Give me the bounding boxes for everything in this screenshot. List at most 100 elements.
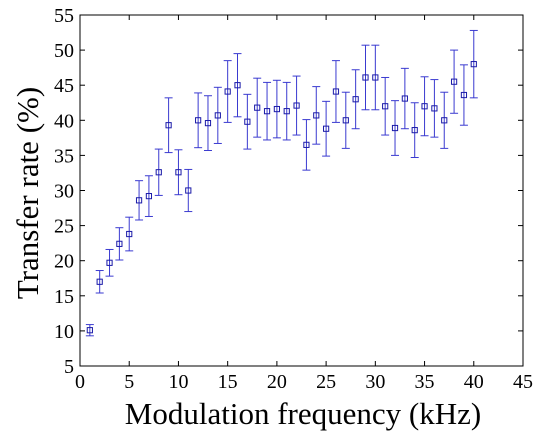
error-bar xyxy=(272,79,281,139)
data-point xyxy=(411,127,418,134)
x-tick-label: 10 xyxy=(168,371,188,393)
error-bar xyxy=(253,77,262,138)
error-bar xyxy=(223,60,232,123)
data-point xyxy=(234,82,241,89)
data-point xyxy=(214,112,221,119)
data-point xyxy=(460,91,468,99)
data-point xyxy=(135,197,143,204)
y-tick-label: 55 xyxy=(54,5,74,27)
error-bar xyxy=(115,227,124,261)
error-bar xyxy=(391,100,400,156)
data-point xyxy=(86,327,93,334)
data-point xyxy=(303,141,310,148)
data-point xyxy=(450,78,458,85)
error-bar xyxy=(243,93,252,150)
data-point xyxy=(106,259,113,266)
y-tick-label: 40 xyxy=(54,110,74,132)
error-bar xyxy=(400,67,409,130)
x-tick-label: 5 xyxy=(124,371,134,393)
error-bar xyxy=(194,92,203,149)
data-point xyxy=(273,105,280,113)
data-point xyxy=(441,117,448,124)
data-point xyxy=(352,96,359,103)
error-bar xyxy=(459,64,468,126)
y-axis-title: Transfer rate (%) xyxy=(10,87,45,299)
error-bar xyxy=(410,102,419,159)
data-point xyxy=(362,74,369,81)
data-points xyxy=(86,61,477,334)
y-tick-label: 50 xyxy=(54,40,74,62)
error-bar xyxy=(450,49,459,114)
data-point xyxy=(401,95,408,102)
data-point xyxy=(372,74,379,81)
data-point xyxy=(323,125,330,132)
data-point xyxy=(293,102,300,109)
error-bar xyxy=(105,248,114,277)
x-tick-label: 25 xyxy=(316,371,336,393)
error-bar xyxy=(85,324,94,337)
error-bar xyxy=(331,60,340,123)
error-bar xyxy=(282,81,291,141)
data-point xyxy=(431,105,438,112)
axes xyxy=(79,14,524,367)
data-point xyxy=(96,278,103,285)
data-point xyxy=(155,169,162,176)
y-tick-label: 45 xyxy=(54,75,74,97)
data-point xyxy=(391,124,399,132)
error-bar xyxy=(420,76,429,137)
error-bar xyxy=(213,86,222,144)
error-bar xyxy=(302,119,311,171)
data-point xyxy=(263,108,271,115)
x-axis-title: Modulation frequency (kHz) xyxy=(125,396,481,431)
y-tick-label: 25 xyxy=(54,216,74,238)
data-point xyxy=(421,103,428,110)
data-point xyxy=(175,169,182,176)
y-tick-label: 10 xyxy=(54,321,74,343)
axes-box xyxy=(79,14,524,367)
error-bar xyxy=(125,216,134,252)
data-point xyxy=(342,117,349,124)
error-bar xyxy=(312,86,321,145)
error-bar xyxy=(154,148,163,196)
ticks xyxy=(79,14,524,367)
data-point xyxy=(382,103,389,110)
data-point xyxy=(470,61,477,68)
x-tick-label: 20 xyxy=(267,371,287,393)
error-bar xyxy=(322,100,331,157)
x-tick-label: 0 xyxy=(75,371,85,393)
error-bar xyxy=(184,168,193,213)
x-tick-label: 45 xyxy=(513,371,533,393)
data-point xyxy=(185,187,192,194)
x-tick-label: 40 xyxy=(464,371,484,393)
error-bar xyxy=(440,91,449,149)
error-bar xyxy=(135,180,144,221)
data-point xyxy=(283,108,290,115)
error-bar xyxy=(233,53,242,118)
error-bar xyxy=(361,44,370,111)
data-point xyxy=(224,88,231,95)
y-tick-label: 30 xyxy=(54,181,74,203)
y-tick-label: 15 xyxy=(54,286,74,308)
error-bar xyxy=(381,76,390,136)
x-tick-label: 35 xyxy=(415,371,435,393)
data-point xyxy=(254,104,261,111)
error-bar xyxy=(144,175,153,217)
y-tick-label: 20 xyxy=(54,251,74,273)
error-bar xyxy=(351,69,360,130)
data-point xyxy=(116,240,123,247)
error-bar xyxy=(164,97,173,154)
data-point xyxy=(126,230,133,238)
y-tick-label: 5 xyxy=(64,356,74,378)
error-bar xyxy=(430,79,439,138)
data-point xyxy=(244,118,251,125)
error-bar xyxy=(341,91,350,149)
error-bar xyxy=(469,29,478,99)
error-bar xyxy=(174,149,183,196)
error-bars xyxy=(85,29,478,337)
error-bar xyxy=(203,95,212,151)
y-tick-label: 35 xyxy=(54,145,74,167)
data-point xyxy=(313,112,320,119)
